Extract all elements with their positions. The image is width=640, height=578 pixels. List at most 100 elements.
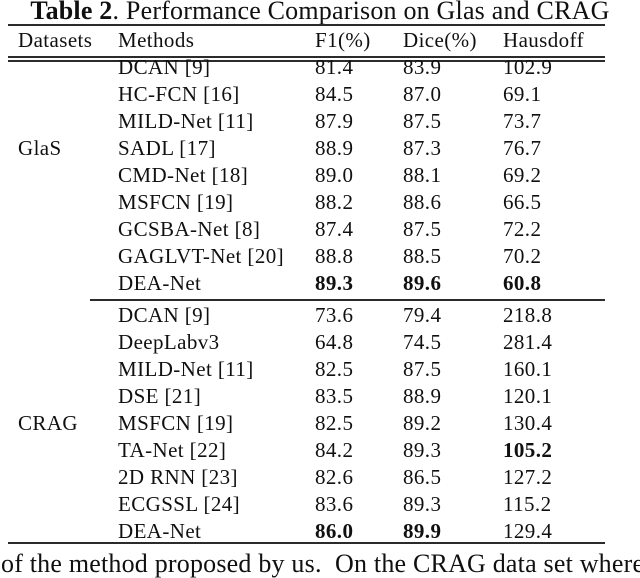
cell-dice: 86.5 (403, 465, 442, 489)
cell-dataset: GlaS (18, 136, 62, 160)
table-row: TA-Net [22] 84.2 89.3 105.2 (8, 437, 605, 464)
cell-hausdoff: 76.7 (503, 136, 542, 160)
table-section-glas: DCAN [9] 81.4 83.9 102.9 HC-FCN [16] 84.5 87.0… (8, 54, 605, 297)
cell-f1: 82.6 (315, 465, 354, 489)
cell-method: DEA-Net (118, 519, 202, 543)
cell-dataset (8, 329, 108, 356)
cell-hausdoff: 127.2 (503, 465, 553, 489)
cell-method: MSFCN [19] (118, 411, 234, 435)
cell-f1: 64.8 (315, 330, 354, 354)
cell-hausdoff: 218.8 (503, 303, 553, 327)
table-row: ECGSSL [24] 83.6 89.3 115.2 (8, 491, 605, 518)
cell-hausdoff: 69.2 (503, 163, 542, 187)
table-row: DCAN [9] 81.4 83.9 102.9 (8, 54, 605, 81)
cell-method: 2D RNN [23] (118, 465, 238, 489)
cell-hausdoff: 105.2 (503, 438, 553, 462)
column-header-dice: Dice(%) (403, 28, 477, 52)
table-row: DSE [21] 83.5 88.9 120.1 (8, 383, 605, 410)
cell-dice: 74.5 (403, 330, 442, 354)
cell-dataset (8, 108, 108, 135)
cell-method: MILD-Net [11] (118, 357, 254, 381)
table-caption-text: . Performance Comparison on Glas and CRA… (112, 0, 610, 25)
cell-hausdoff: 66.5 (503, 190, 542, 214)
cell-dice: 87.3 (403, 136, 442, 160)
table-row: CRAG MSFCN [19] 82.5 89.2 130.4 (8, 410, 605, 437)
cell-dataset (8, 243, 108, 270)
cell-dataset (8, 383, 108, 410)
cell-dataset (8, 216, 108, 243)
cell-hausdoff: 120.1 (503, 384, 553, 408)
cell-hausdoff: 69.1 (503, 82, 542, 106)
cell-dice: 83.9 (403, 55, 442, 79)
table-section-crag: DCAN [9] 73.6 79.4 218.8 DeepLabv3 64.8 74.5 28… (8, 302, 605, 545)
cell-method: GCSBA-Net [8] (118, 217, 261, 241)
cell-dice: 87.5 (403, 217, 442, 241)
cell-hausdoff: 102.9 (503, 55, 553, 79)
cell-dataset (8, 54, 108, 81)
cell-hausdoff: 160.1 (503, 357, 553, 381)
cell-f1: 82.5 (315, 357, 354, 381)
cell-method: GAGLVT-Net [20] (118, 244, 285, 268)
cell-f1: 87.4 (315, 217, 354, 241)
cell-hausdoff: 73.7 (503, 109, 542, 133)
rule-header-double-bottom (8, 60, 605, 62)
cell-method: ECGSSL [24] (118, 492, 241, 516)
cell-dataset (8, 162, 108, 189)
cell-f1: 83.6 (315, 492, 354, 516)
cell-dice: 88.5 (403, 244, 442, 268)
cell-f1: 84.2 (315, 438, 354, 462)
cell-f1: 73.6 (315, 303, 354, 327)
table-row: DCAN [9] 73.6 79.4 218.8 (8, 302, 605, 329)
table-row: DEA-Net 86.0 89.9 129.4 (8, 518, 605, 545)
cell-dice: 88.9 (403, 384, 442, 408)
cell-hausdoff: 130.4 (503, 411, 553, 435)
cell-dice: 89.3 (403, 438, 442, 462)
table-row: MILD-Net [11] 82.5 87.5 160.1 (8, 356, 605, 383)
column-header-hausdoff: Hausdoff (503, 28, 584, 52)
table-row: DEA-Net 89.3 89.6 60.8 (8, 270, 605, 297)
cell-dice: 89.2 (403, 411, 442, 435)
cell-dice: 79.4 (403, 303, 442, 327)
rule-section-divider (90, 299, 605, 301)
cell-hausdoff: 281.4 (503, 330, 553, 354)
cell-dataset (8, 356, 108, 383)
table-row: HC-FCN [16] 84.5 87.0 69.1 (8, 81, 605, 108)
cell-method: DCAN [9] (118, 303, 211, 327)
cell-f1: 83.5 (315, 384, 354, 408)
cell-dice: 87.5 (403, 109, 442, 133)
cell-method: HC-FCN [16] (118, 82, 240, 106)
column-header-methods: Methods (118, 28, 195, 52)
table-header-row: Datasets Methods F1(%) Dice(%) Hausdoff (8, 27, 605, 54)
cell-f1: 88.2 (315, 190, 354, 214)
cell-f1: 82.5 (315, 411, 354, 435)
cell-dataset (8, 518, 108, 545)
cell-method: DEA-Net (118, 271, 202, 295)
cell-f1: 89.3 (315, 271, 354, 295)
table-row: MILD-Net [11] 87.9 87.5 73.7 (8, 108, 605, 135)
cell-f1: 89.0 (315, 163, 354, 187)
cell-hausdoff: 129.4 (503, 519, 553, 543)
table-caption: Table 2. Performance Comparison on Glas … (0, 0, 640, 26)
cell-dice: 89.6 (403, 271, 442, 295)
cell-method: DSE [21] (118, 384, 202, 408)
body-text: of the method proposed by us. On the CRA… (1, 549, 640, 578)
cell-dice: 89.9 (403, 519, 442, 543)
cell-hausdoff: 60.8 (503, 271, 542, 295)
cell-method: TA-Net [22] (118, 438, 227, 462)
cell-dataset (8, 81, 108, 108)
cell-f1: 87.9 (315, 109, 354, 133)
cell-dataset (8, 189, 108, 216)
cell-dataset (8, 464, 108, 491)
cell-dataset (8, 270, 108, 297)
cell-method: SADL [17] (118, 136, 216, 160)
cell-dataset (8, 491, 108, 518)
cell-dice: 88.1 (403, 163, 442, 187)
column-header-datasets: Datasets (18, 28, 93, 52)
cell-dataset: CRAG (18, 411, 78, 435)
cell-method: CMD-Net [18] (118, 163, 249, 187)
table-row: GlaS SADL [17] 88.9 87.3 76.7 (8, 135, 605, 162)
cell-method: DeepLabv3 (118, 330, 220, 354)
rule-top (8, 24, 605, 26)
cell-method: DCAN [9] (118, 55, 211, 79)
